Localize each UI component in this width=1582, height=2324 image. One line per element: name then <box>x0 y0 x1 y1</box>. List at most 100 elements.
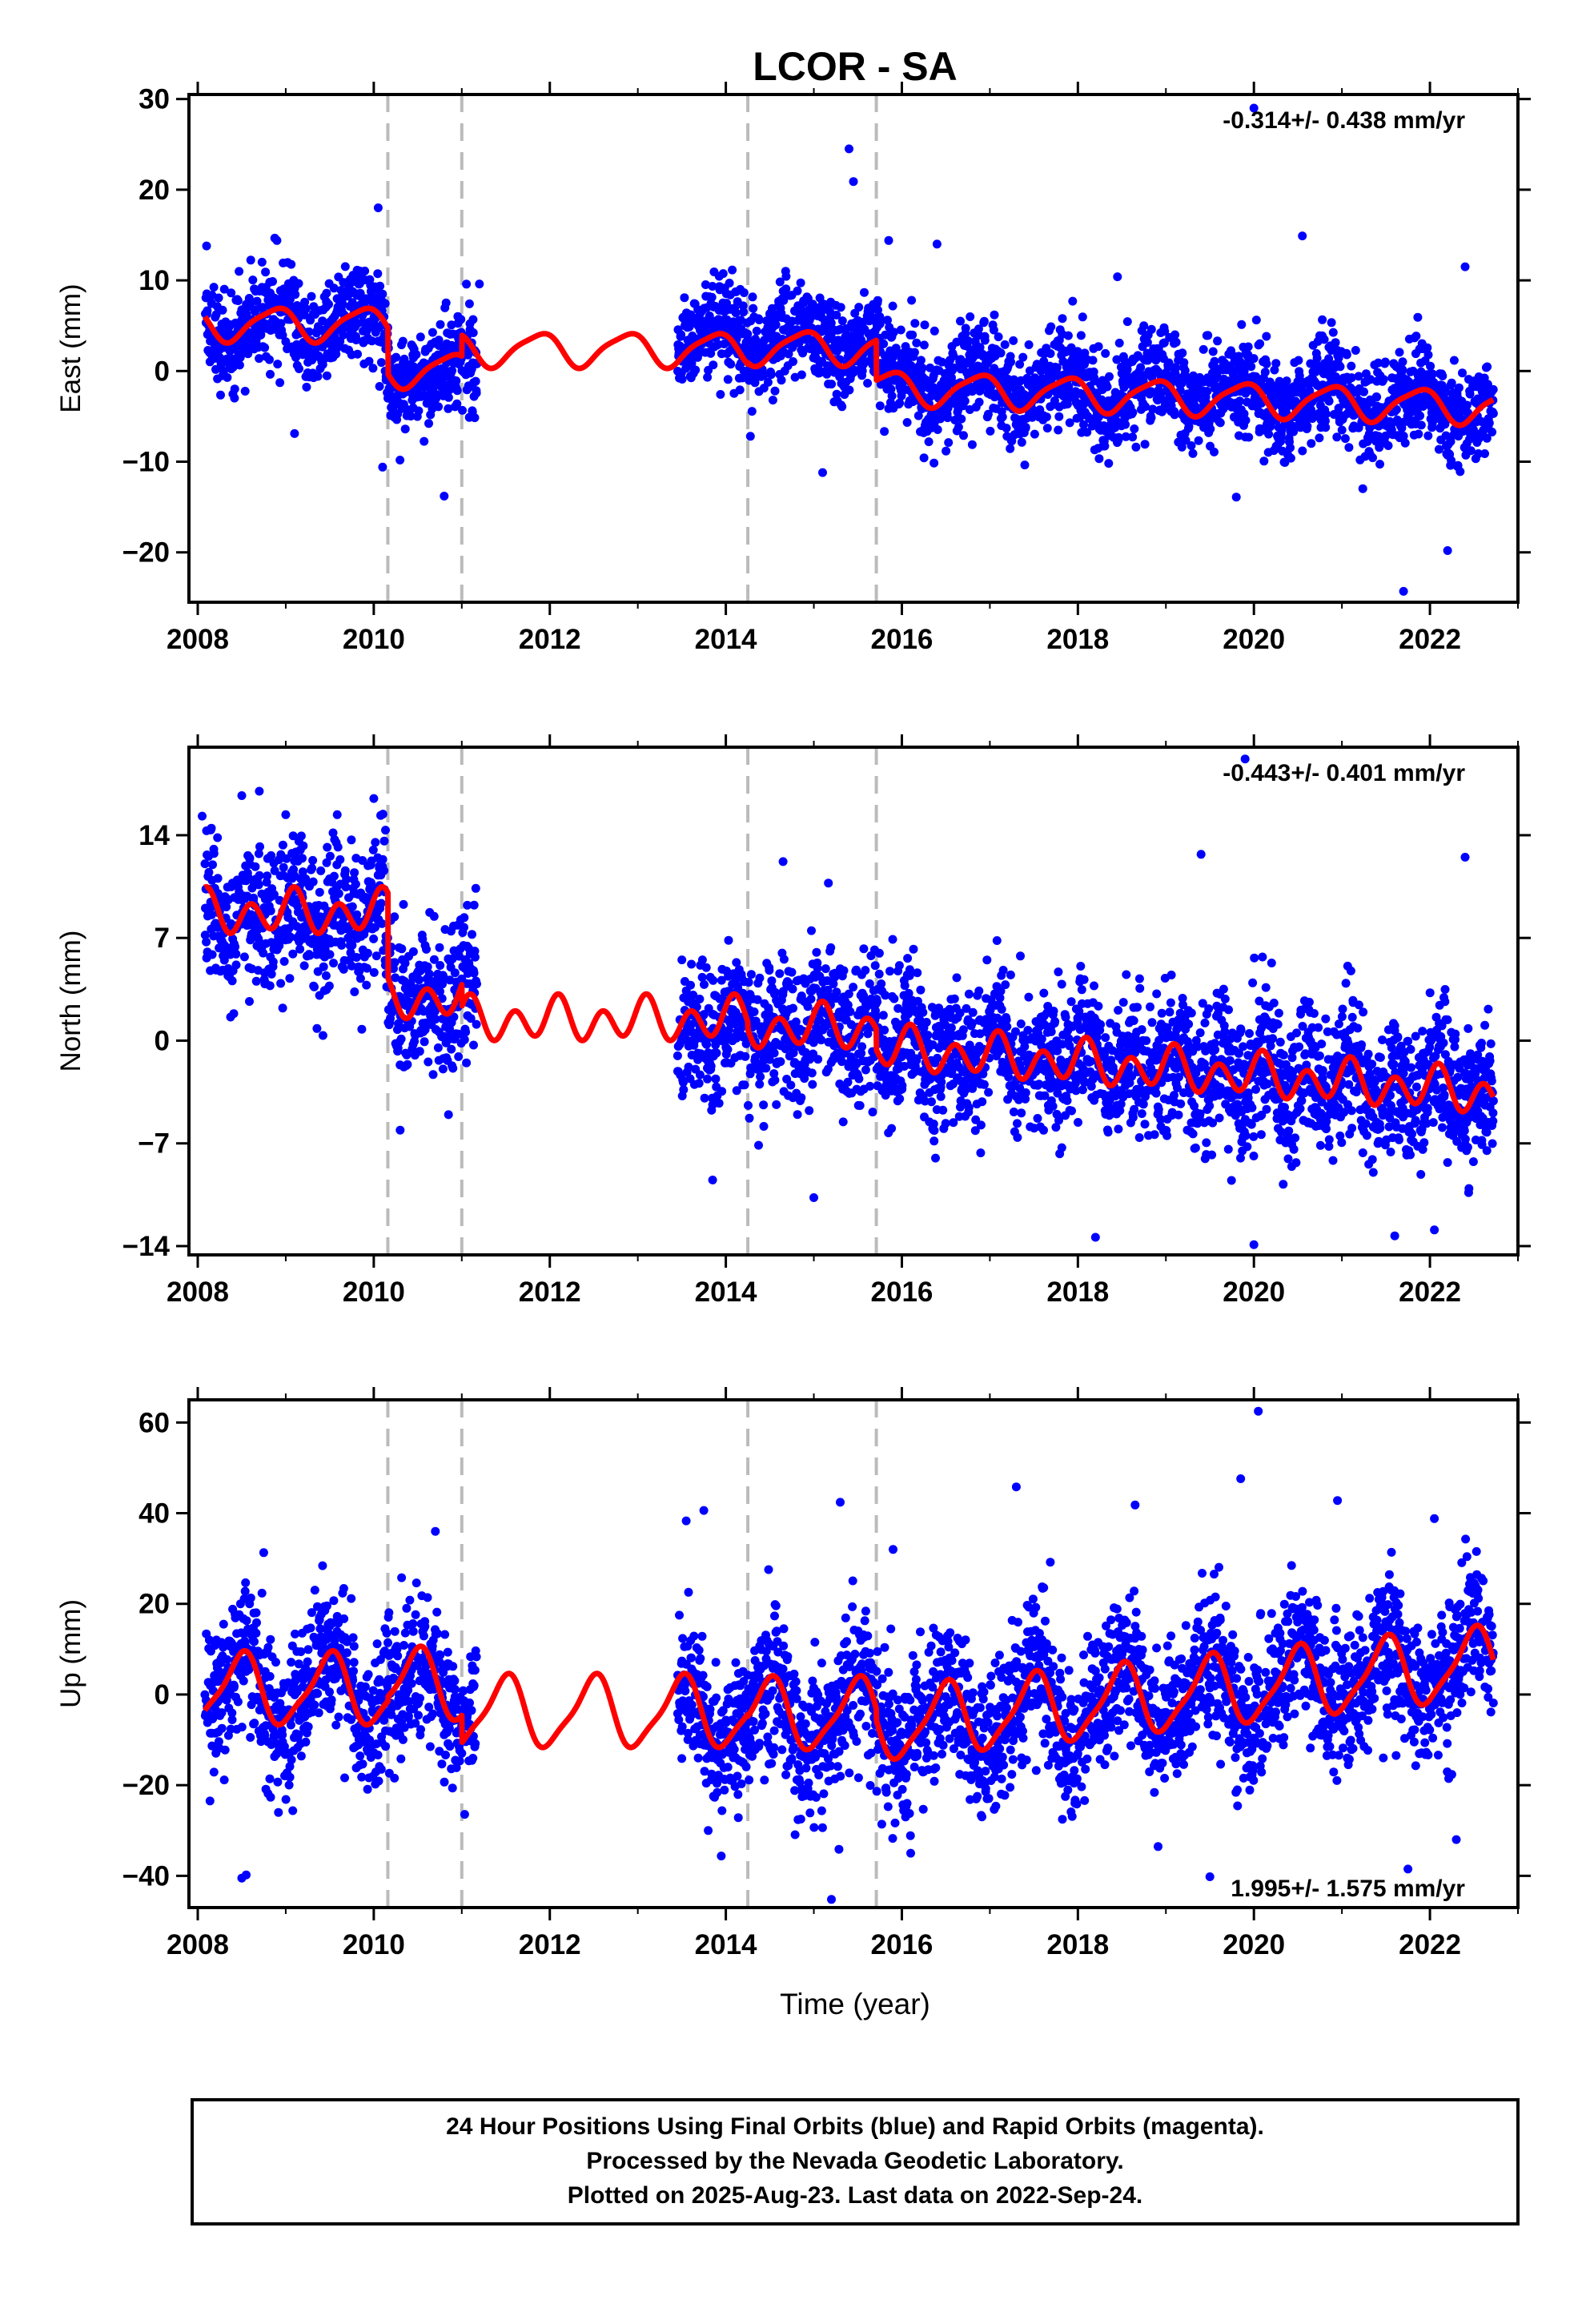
data-point <box>902 418 912 427</box>
data-point <box>1413 312 1423 322</box>
data-point <box>1241 416 1251 425</box>
data-point <box>744 1100 753 1110</box>
data-point <box>763 377 773 387</box>
data-point <box>324 300 333 309</box>
data-point <box>1076 331 1086 340</box>
data-point <box>954 422 963 432</box>
data-point <box>827 380 837 389</box>
x-tick-label: 2010 <box>343 624 405 655</box>
data-point <box>1194 436 1203 445</box>
data-point <box>1094 342 1103 352</box>
data-point <box>1294 356 1303 365</box>
data-point <box>1286 453 1295 463</box>
data-point <box>378 810 387 819</box>
outlier-point <box>440 492 449 501</box>
data-point <box>376 899 386 908</box>
data-point <box>462 279 472 289</box>
data-point <box>1484 418 1494 428</box>
data-point <box>750 378 760 388</box>
data-point <box>1058 314 1067 324</box>
data-point <box>1327 318 1336 328</box>
data-point <box>414 406 424 416</box>
data-point <box>214 293 223 303</box>
data-point <box>422 399 432 408</box>
data-point <box>895 1094 905 1104</box>
data-point <box>1347 361 1356 371</box>
data-point <box>956 316 965 326</box>
data-point <box>838 1117 848 1127</box>
data-point <box>1488 428 1497 436</box>
data-point <box>861 966 870 975</box>
data-point <box>428 1070 438 1080</box>
data-point <box>400 424 410 434</box>
data-point <box>420 436 429 446</box>
data-point <box>677 375 687 384</box>
data-point <box>744 978 753 987</box>
data-point <box>680 293 689 303</box>
data-point <box>936 1092 946 1101</box>
data-point <box>714 1099 724 1108</box>
data-point <box>748 292 757 302</box>
data-point <box>726 360 736 369</box>
data-point <box>837 402 847 412</box>
data-point <box>875 401 885 411</box>
data-point <box>318 1031 327 1040</box>
data-point <box>779 955 789 964</box>
data-point <box>686 980 695 990</box>
data-point <box>770 386 780 396</box>
data-point <box>920 320 930 330</box>
data-point <box>1307 439 1316 448</box>
data-point <box>408 947 418 956</box>
data-point <box>1171 337 1181 347</box>
data-point <box>472 388 481 398</box>
data-point <box>375 281 385 291</box>
data-point <box>974 397 984 407</box>
data-point <box>1315 433 1324 443</box>
data-point <box>759 371 769 380</box>
data-point <box>1171 364 1181 372</box>
data-point <box>832 310 841 320</box>
y-tick-label: −10 <box>122 447 170 478</box>
data-point <box>1018 352 1028 362</box>
data-point <box>316 866 326 875</box>
data-point <box>1046 349 1055 358</box>
data-point <box>1324 396 1334 406</box>
y-axis-label: East (mm) <box>55 283 86 412</box>
data-point <box>700 979 709 989</box>
data-point <box>369 967 379 977</box>
data-point <box>1465 389 1475 399</box>
outlier-point <box>884 235 893 245</box>
data-point <box>723 375 733 384</box>
data-point <box>1021 423 1030 432</box>
data-point <box>416 332 425 342</box>
data-point <box>279 862 288 872</box>
data-point <box>1368 453 1377 463</box>
data-point <box>204 867 214 877</box>
data-point <box>875 312 885 321</box>
data-point <box>793 286 802 296</box>
data-point <box>996 348 1006 358</box>
data-point <box>849 983 858 992</box>
data-point <box>1416 420 1426 430</box>
outlier-point <box>932 239 942 249</box>
data-point <box>694 1079 704 1088</box>
data-point <box>919 340 929 350</box>
data-point <box>223 372 232 382</box>
data-point <box>673 1051 682 1060</box>
data-point <box>325 950 335 959</box>
data-point <box>1199 344 1208 354</box>
data-point <box>832 987 841 997</box>
data-point <box>717 1087 727 1096</box>
data-point <box>1318 315 1327 324</box>
data-point <box>1215 418 1225 428</box>
data-point <box>766 370 776 380</box>
outlier-point <box>1399 586 1408 596</box>
data-point <box>691 365 701 375</box>
data-point <box>471 376 480 386</box>
rate-label: -0.314+/- 0.438 mm/yr <box>1223 107 1465 134</box>
outlier-point <box>1231 493 1241 502</box>
east-panel: 2008 2010 2012 2014 2016 2018 2020 2022−20−1001… <box>55 82 1531 655</box>
y-tick-label: 20 <box>139 175 170 206</box>
data-point <box>775 277 785 287</box>
x-tick-label: 2014 <box>695 624 757 655</box>
